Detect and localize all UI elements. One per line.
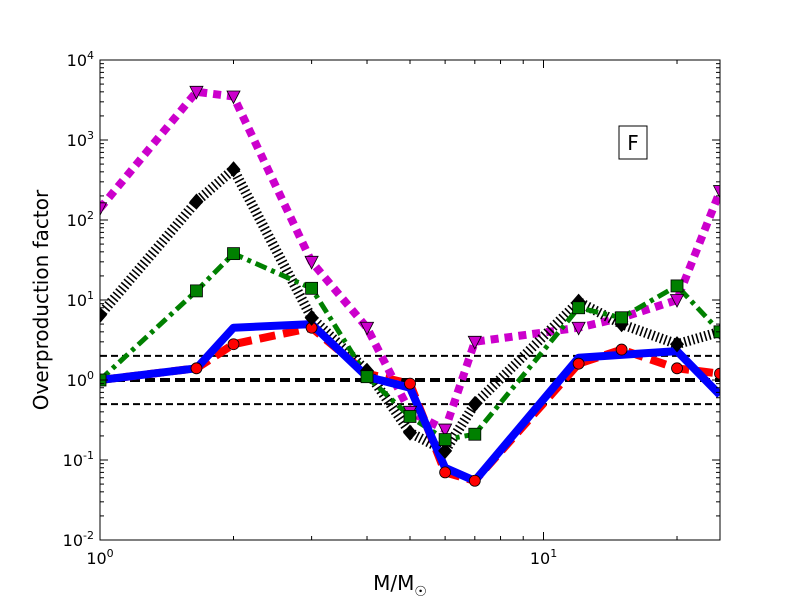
y-tick-label-0-base: 10 [67, 371, 87, 390]
annotation-label: F [627, 131, 639, 155]
series-2-point-7 [467, 395, 482, 413]
x-axis-title-main: M/M [373, 571, 414, 595]
y-tick-label-4: 104 [67, 49, 94, 70]
series-1-point-8 [571, 321, 586, 336]
axis-ticks [99, 59, 720, 541]
y-axis-title: Overproduction factor [29, 189, 53, 410]
series-0-point-10 [671, 362, 683, 375]
series-2-point-2 [226, 161, 241, 178]
series-3-point-9 [615, 311, 629, 325]
y-tick-label-1: 101 [67, 289, 94, 310]
series-0-point-2 [227, 338, 240, 351]
series-0-point-7 [468, 474, 481, 487]
series-2-point-10 [669, 336, 685, 353]
series-1-point-0 [100, 202, 108, 217]
y-tick-label-2-exponent: 2 [87, 209, 94, 222]
series-1-point-1 [189, 85, 204, 100]
x-tick-label-1-exponent: 1 [550, 547, 557, 560]
y-tick-label-0-exponent: 0 [87, 369, 94, 382]
series-2-point-1 [189, 193, 204, 210]
series-1-point-3 [304, 255, 319, 270]
series-1-point-11 [712, 185, 720, 199]
y-tick-label-0: 100 [67, 369, 94, 390]
series-0-point-8 [572, 357, 585, 370]
x-tick-label-0-exponent: 0 [107, 547, 114, 560]
y-tick-label--2-base: 10 [63, 531, 83, 550]
y-tick-label--2: 10-2 [63, 529, 94, 550]
series-2-point-5 [402, 424, 418, 441]
y-tick-label-4-base: 10 [67, 51, 87, 70]
y-tick-label-1-base: 10 [67, 291, 87, 310]
series-1-point-4 [359, 321, 375, 336]
series-3-point-8 [572, 301, 586, 315]
series-2-line [100, 164, 720, 456]
y-tick-label--2-exponent: -2 [83, 529, 94, 542]
y-tick-label-2: 102 [67, 209, 94, 230]
series-3-point-2 [227, 247, 240, 261]
series-0-point-6 [439, 466, 452, 479]
series-3-point-7 [468, 427, 482, 441]
y-tick-label-2-base: 10 [67, 211, 87, 230]
y-tick-label-4-exponent: 4 [87, 49, 94, 62]
annotation-frame [618, 125, 648, 160]
series-3-point-5 [403, 410, 417, 423]
y-tick-label-3-exponent: 3 [87, 129, 94, 142]
series-1-point-6 [437, 423, 453, 438]
series-3-point-6 [438, 433, 452, 446]
series-1-point-7 [467, 335, 482, 350]
y-tick-label-3-base: 10 [67, 131, 87, 150]
series-0-point-5 [404, 377, 416, 390]
series-3-point-4 [360, 370, 374, 384]
y-tick-label-3: 103 [67, 129, 94, 150]
annotation-box: F [618, 125, 648, 160]
y-tick-label--1: 10-1 [63, 449, 94, 470]
series-0-point-9 [615, 343, 628, 356]
x-axis-title-subscript: ☉ [414, 584, 427, 600]
series-2-point-0 [100, 306, 108, 324]
series-0-point-1 [190, 362, 203, 375]
marker-layer [100, 85, 720, 487]
series-1-point-2 [226, 90, 241, 105]
y-tick-label-1-exponent: 1 [87, 289, 94, 302]
series-3-point-10 [670, 279, 684, 293]
x-tick-label-0: 100 [86, 547, 113, 568]
x-tick-label-0-base: 10 [86, 549, 106, 568]
y-tick-label--1-exponent: -1 [83, 449, 94, 462]
y-tick-label--1-base: 10 [63, 451, 83, 470]
series-3-point-3 [305, 281, 319, 295]
series-1-point-10 [669, 294, 685, 308]
series-2-point-6 [438, 442, 453, 459]
series-3-point-1 [190, 284, 203, 298]
x-tick-label-1: 101 [530, 547, 557, 568]
x-axis-title: M/M☉ [373, 571, 427, 600]
series-2-point-3 [304, 309, 319, 326]
x-tick-label-1-base: 10 [530, 549, 550, 568]
series-0-point-11 [714, 367, 720, 380]
